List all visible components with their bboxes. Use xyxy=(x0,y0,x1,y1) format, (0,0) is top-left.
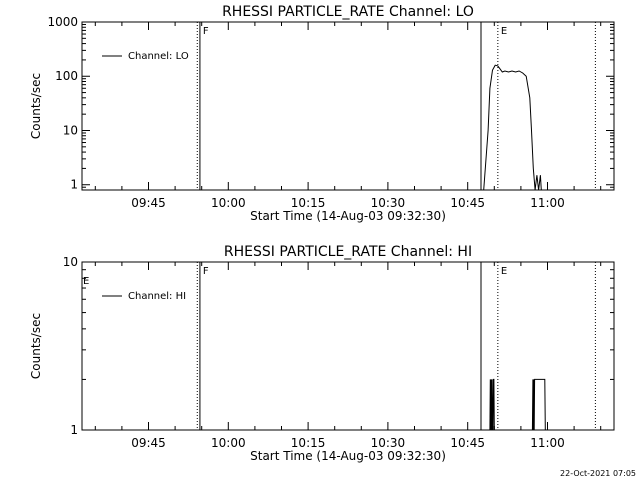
x-axis-label: Start Time (14-Aug-03 09:32:30) xyxy=(250,449,446,463)
plot-frame xyxy=(81,261,615,431)
plot-frame xyxy=(81,21,615,191)
event-marker-label: E xyxy=(501,26,507,37)
x-tick-label: 10:45 xyxy=(450,196,485,210)
chart-panel-1: RHESSI PARTICLE_RATE Channel: LO 09:45 10:… xyxy=(29,4,615,223)
x-tick-label: 10:00 xyxy=(211,436,246,450)
x-tick-label: 10:15 xyxy=(291,436,326,450)
chart-panel-2: RHESSI PARTICLE_RATE Channel: HI 09:45 10:… xyxy=(29,244,615,463)
x-tick-label: 11:00 xyxy=(530,436,565,450)
x-tick-label: 09:45 xyxy=(131,196,166,210)
event-marker-label: F xyxy=(203,26,209,37)
x-tick-label: 11:00 xyxy=(530,196,565,210)
x-tick-label: 10:15 xyxy=(291,196,326,210)
y-tick-label: 1000 xyxy=(47,15,78,29)
y-axis-label: Counts/sec xyxy=(29,73,43,139)
x-tick-label: 10:30 xyxy=(371,196,406,210)
timestamp: 22-Oct-2021 07:05 xyxy=(560,469,636,478)
y-tick-label: 10 xyxy=(63,123,78,137)
y-tick-label: 10 xyxy=(63,255,78,269)
x-tick-label: 10:45 xyxy=(450,436,485,450)
series-line xyxy=(483,64,542,190)
event-marker-label: F xyxy=(203,266,209,277)
event-marker-label: E xyxy=(501,266,507,277)
y-tick-label: 1 xyxy=(70,423,78,437)
x-tick-label: 10:00 xyxy=(211,196,246,210)
y-tick-label: 100 xyxy=(55,69,78,83)
event-marker-label: E xyxy=(83,276,89,287)
chart-title: RHESSI PARTICLE_RATE Channel: HI xyxy=(224,244,472,260)
legend-label: Channel: LO xyxy=(128,51,189,62)
y-axis-label: Counts/sec xyxy=(29,313,43,379)
x-axis-label: Start Time (14-Aug-03 09:32:30) xyxy=(250,209,446,223)
series-line xyxy=(489,378,546,430)
x-tick-label: 09:45 xyxy=(131,436,166,450)
x-tick-label: 10:30 xyxy=(371,436,406,450)
legend-label: Channel: HI xyxy=(128,291,186,302)
chart-title: RHESSI PARTICLE_RATE Channel: LO xyxy=(222,4,474,20)
y-tick-label: 1 xyxy=(70,178,78,192)
